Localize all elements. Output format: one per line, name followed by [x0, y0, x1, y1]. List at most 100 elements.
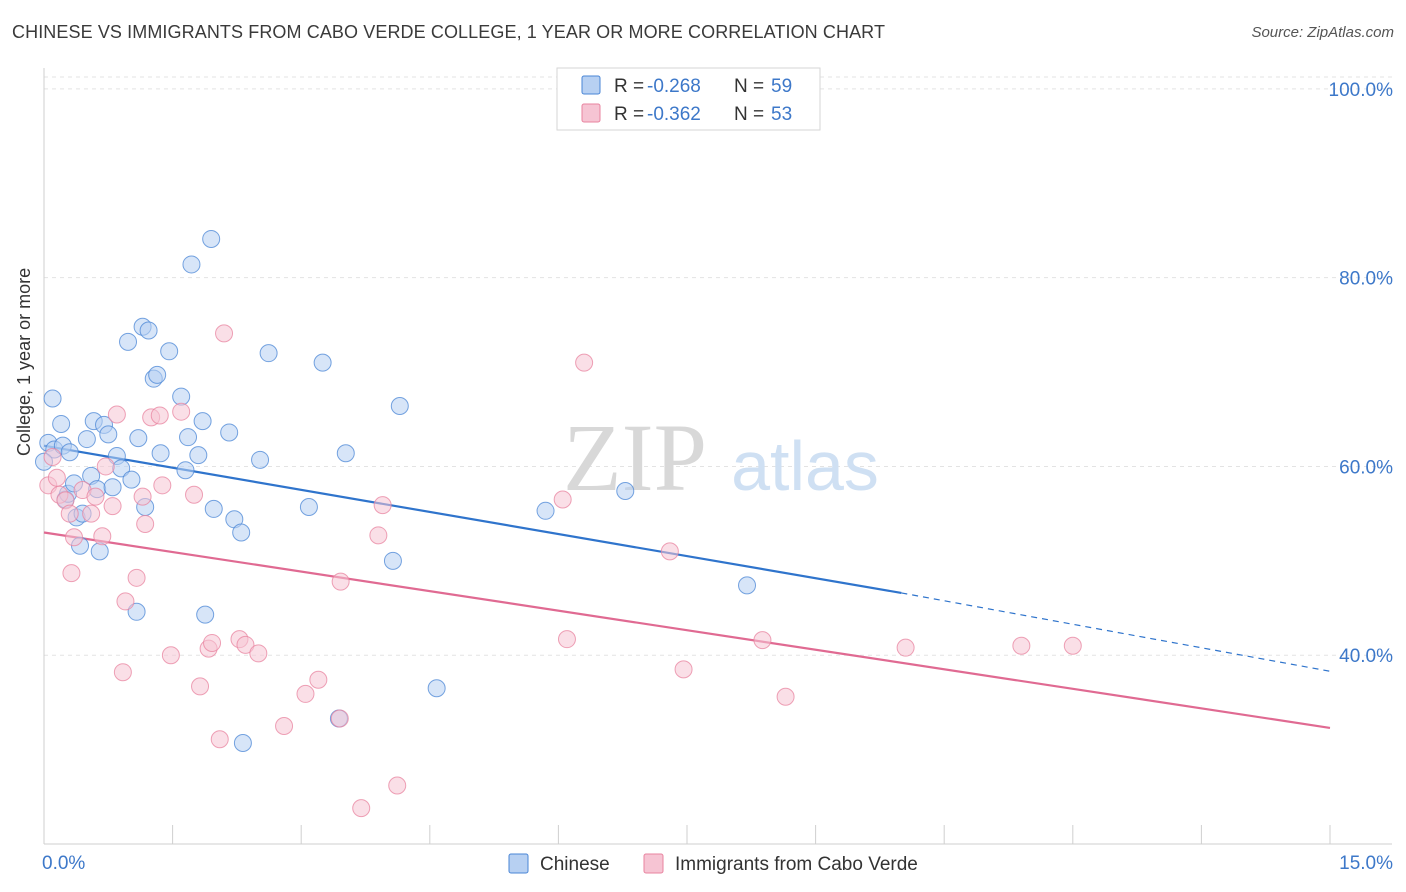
bottom-legend-swatch-caboverde: [643, 853, 664, 874]
point-chinese: [251, 450, 270, 469]
point-caboverde: [107, 405, 126, 424]
point-caboverde: [127, 568, 146, 587]
legend-n-label-caboverde: N =: [734, 104, 764, 125]
point-chinese: [189, 446, 208, 465]
point-caboverde: [62, 564, 81, 583]
point-chinese: [179, 428, 198, 447]
point-chinese: [233, 734, 252, 753]
point-caboverde: [1012, 636, 1031, 655]
point-caboverde: [96, 457, 115, 476]
axes: [43, 68, 1392, 845]
point-chinese: [616, 481, 635, 500]
point-caboverde: [331, 572, 350, 591]
point-caboverde: [82, 504, 101, 523]
point-caboverde: [103, 497, 122, 516]
point-chinese: [259, 344, 278, 363]
point-chinese: [60, 443, 79, 462]
point-chinese: [129, 429, 148, 448]
point-chinese: [299, 498, 318, 517]
y-tick-label-80: 80.0%: [1339, 269, 1393, 290]
point-chinese: [313, 353, 332, 372]
point-chinese: [202, 229, 221, 248]
point-caboverde: [674, 660, 693, 679]
point-caboverde: [776, 687, 795, 706]
y-tick-label-60: 60.0%: [1339, 457, 1393, 478]
point-caboverde: [116, 592, 135, 611]
point-chinese: [204, 499, 223, 518]
point-chinese: [193, 412, 212, 431]
point-chinese: [119, 332, 138, 351]
chart-title: CHINESE VS IMMIGRANTS FROM CABO VERDE CO…: [12, 22, 886, 42]
point-chinese: [232, 523, 251, 542]
bottom-legend-swatch-chinese: [508, 853, 529, 874]
legend-r-value-chinese: -0.268: [647, 76, 701, 97]
point-caboverde: [86, 487, 105, 506]
point-chinese: [139, 321, 158, 340]
point-caboverde: [191, 677, 210, 696]
legend-r-label-caboverde: R =: [614, 104, 644, 125]
x-tick-label-end: 15.0%: [1339, 853, 1393, 874]
watermark-atlas: atlas: [731, 427, 879, 505]
point-caboverde: [275, 717, 294, 736]
point-caboverde: [203, 633, 222, 652]
point-chinese: [536, 501, 555, 520]
point-caboverde: [210, 730, 229, 749]
point-caboverde: [153, 476, 172, 495]
point-caboverde: [373, 496, 392, 515]
point-caboverde: [249, 644, 268, 663]
point-caboverde: [185, 485, 204, 504]
legend-n-label-chinese: N =: [734, 76, 764, 97]
point-chinese: [176, 461, 195, 480]
point-chinese: [52, 414, 71, 433]
point-caboverde: [660, 542, 679, 561]
legend-swatch-caboverde: [581, 103, 601, 123]
point-caboverde: [215, 324, 234, 343]
y-tick-label-100: 100.0%: [1329, 80, 1394, 101]
legend-box: R = -0.268 N = 59 R = -0.362 N = 53: [556, 67, 821, 131]
trendline-chinese-extension: [901, 592, 1331, 672]
point-caboverde: [93, 527, 112, 546]
x-tick-label-start: 0.0%: [42, 853, 85, 874]
y-tick-labels: 40.0% 60.0% 80.0% 100.0%: [1329, 80, 1394, 667]
point-chinese: [122, 470, 141, 489]
point-caboverde: [236, 635, 255, 654]
legend-r-value-caboverde: -0.362: [647, 104, 701, 125]
point-caboverde: [388, 776, 407, 795]
point-chinese: [148, 365, 167, 384]
point-chinese: [336, 444, 355, 463]
point-caboverde: [150, 406, 169, 425]
point-caboverde: [113, 663, 132, 682]
point-caboverde: [575, 353, 594, 372]
point-caboverde: [309, 670, 328, 689]
source-label: Source: ZipAtlas.com: [1251, 24, 1394, 41]
legend-r-label-chinese: R =: [614, 76, 644, 97]
bottom-legend-label-caboverde: Immigrants from Cabo Verde: [675, 854, 918, 875]
point-chinese: [127, 602, 146, 621]
data-points: [35, 229, 1082, 818]
point-caboverde: [133, 487, 152, 506]
trendline-caboverde: [43, 531, 1331, 729]
point-caboverde: [330, 709, 349, 728]
point-chinese: [196, 605, 215, 624]
point-chinese: [151, 444, 170, 463]
point-chinese: [77, 430, 96, 449]
point-caboverde: [896, 638, 915, 657]
point-chinese: [43, 389, 62, 408]
point-caboverde: [43, 448, 62, 466]
point-caboverde: [369, 526, 388, 545]
point-caboverde: [161, 646, 180, 665]
point-caboverde: [296, 684, 315, 703]
point-chinese: [390, 397, 409, 416]
watermark-zip: ZIP: [563, 404, 707, 511]
y-tick-label-40: 40.0%: [1339, 646, 1393, 667]
point-caboverde: [47, 468, 66, 487]
point-chinese: [738, 576, 757, 595]
point-caboverde: [136, 515, 155, 534]
point-chinese: [182, 255, 201, 274]
point-chinese: [383, 551, 402, 570]
point-caboverde: [557, 630, 576, 649]
bottom-legend: Chinese Immigrants from Cabo Verde: [508, 853, 918, 875]
legend-n-value-caboverde: 53: [771, 104, 792, 125]
point-chinese: [160, 342, 179, 361]
